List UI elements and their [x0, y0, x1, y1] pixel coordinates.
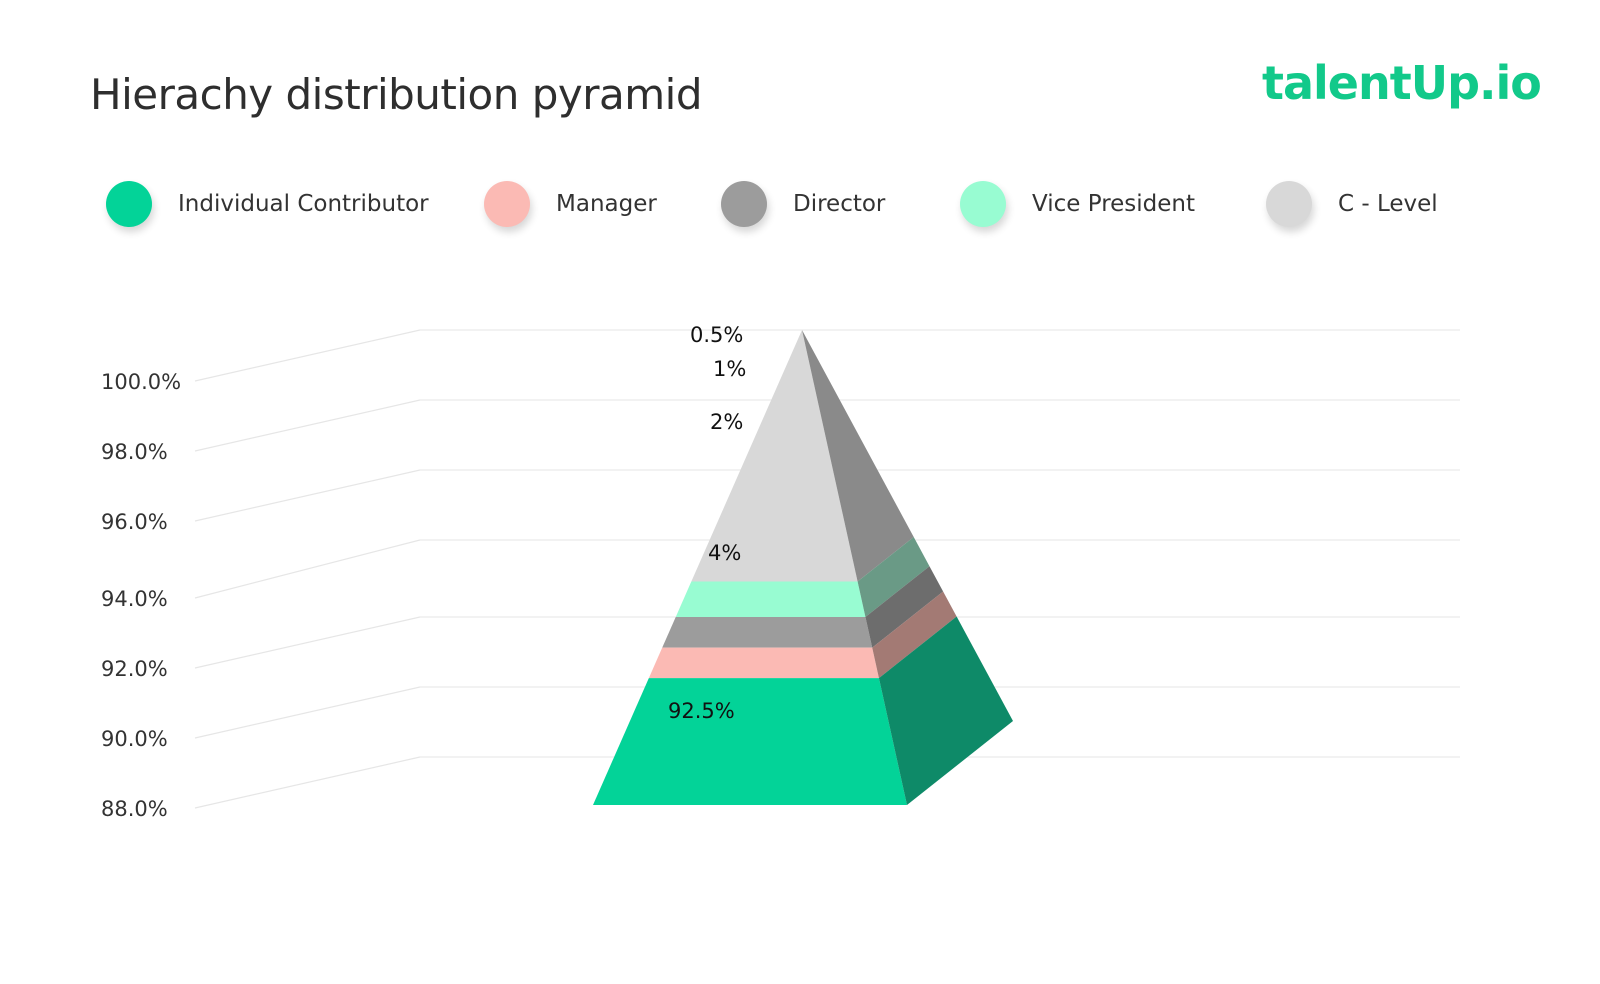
gridline-depth	[194, 616, 421, 669]
pyramid-segment-side	[802, 330, 914, 582]
y-tick-label: 88.0%	[101, 797, 168, 821]
pyramid-segment-front	[691, 330, 858, 582]
pyramid-segment-side	[857, 537, 930, 617]
y-tick-label: 90.0%	[101, 727, 168, 751]
legend: Individual Contributor Manager Director …	[100, 176, 1500, 232]
pyramid-segment-front	[648, 647, 879, 679]
gridline-depth	[194, 686, 421, 739]
gridline-depth	[194, 539, 421, 599]
legend-item-individual-contributor[interactable]: Individual Contributor	[106, 176, 429, 232]
legend-label: Director	[793, 191, 886, 217]
data-label: 92.5%	[668, 699, 735, 723]
y-tick-label: 96.0%	[101, 510, 168, 534]
gridline-depth	[194, 469, 421, 522]
legend-swatch	[960, 181, 1006, 227]
data-label: 4%	[708, 541, 741, 565]
legend-item-manager[interactable]: Manager	[484, 176, 657, 232]
y-tick-label: 100.0%	[101, 370, 181, 394]
legend-label: Manager	[556, 191, 657, 217]
pyramid-segment-side	[872, 591, 957, 679]
pyramid-segment-side	[865, 566, 944, 648]
legend-label: C - Level	[1338, 191, 1438, 217]
legend-label: Vice President	[1032, 191, 1196, 217]
legend-swatch	[1266, 181, 1312, 227]
data-label: 1%	[713, 357, 746, 381]
legend-item-director[interactable]: Director	[721, 176, 885, 232]
legend-swatch	[721, 181, 767, 227]
y-tick-label: 92.0%	[101, 657, 168, 681]
legend-swatch	[484, 181, 530, 227]
data-label: 0.5%	[690, 323, 743, 347]
pyramid-segment-front	[593, 678, 907, 805]
chart-title: Hierachy distribution pyramid	[90, 70, 702, 119]
gridline-depth	[194, 329, 421, 382]
talentup-logo: talentUp.io	[1262, 56, 1542, 110]
y-tick-label: 94.0%	[101, 587, 168, 611]
logo-text-io: .io	[1479, 56, 1542, 110]
logo-text-up: Up	[1410, 56, 1480, 110]
y-tick-label: 98.0%	[101, 440, 168, 464]
legend-item-c-level[interactable]: C - Level	[1266, 176, 1438, 232]
legend-item-vice-president[interactable]: Vice President	[960, 176, 1195, 232]
gridline-depth	[194, 399, 421, 452]
pyramid-segment-side	[878, 616, 1013, 805]
data-label: 2%	[710, 410, 743, 434]
pyramid-segment-front	[662, 616, 873, 648]
legend-label: Individual Contributor	[178, 191, 429, 217]
legend-swatch	[106, 181, 152, 227]
logo-text-talent: talent	[1262, 56, 1412, 110]
pyramid-segment-front	[675, 581, 866, 617]
gridline-depth	[194, 756, 421, 809]
